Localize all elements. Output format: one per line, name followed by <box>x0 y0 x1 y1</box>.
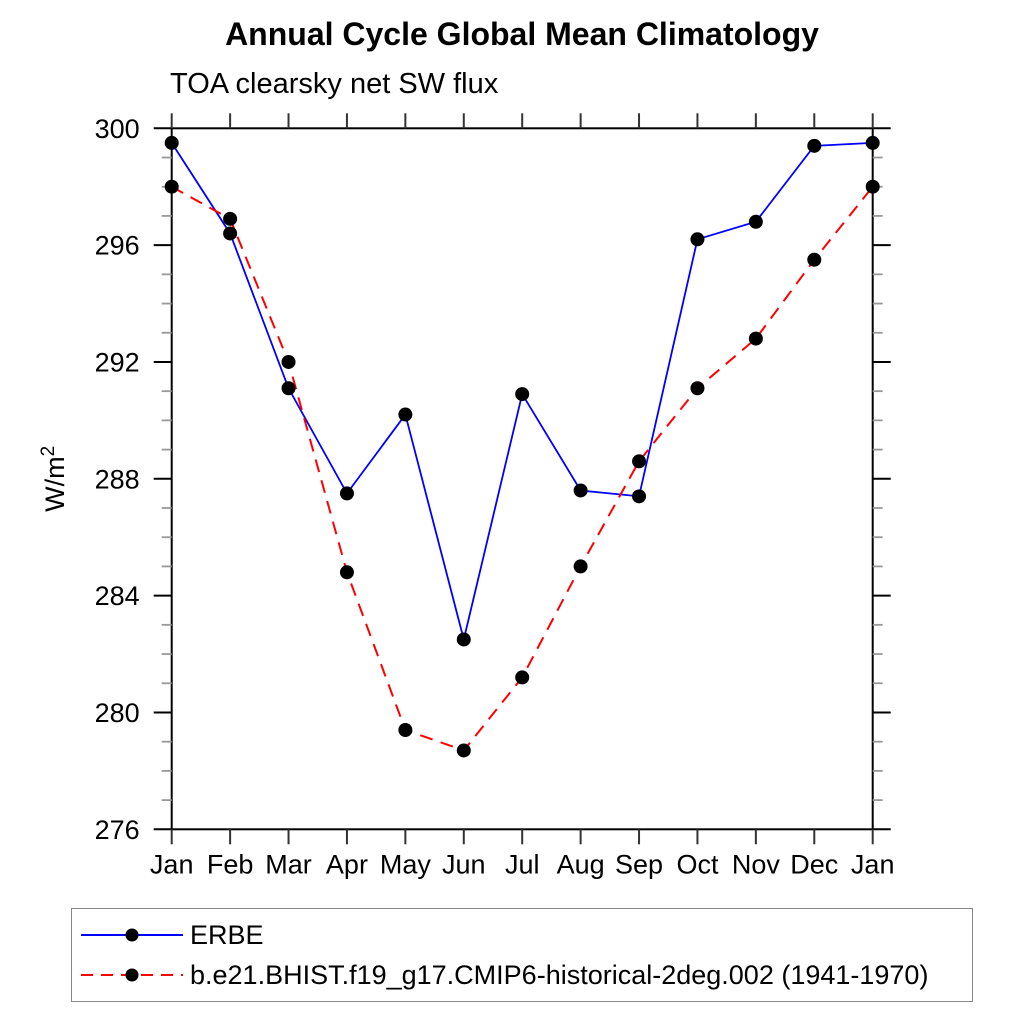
x-tick-label: Jan <box>851 849 895 879</box>
chart-title: Annual Cycle Global Mean Climatology <box>225 16 819 52</box>
data-point-marker <box>690 232 705 247</box>
data-point-marker <box>632 454 647 469</box>
data-point-marker <box>164 135 179 150</box>
legend-label-model: b.e21.BHIST.f19_g17.CMIP6-historical-2de… <box>190 959 929 990</box>
data-point-marker <box>456 632 471 647</box>
y-tick-label: 296 <box>95 231 140 261</box>
data-point-marker <box>573 559 588 574</box>
x-tick-label: Apr <box>326 849 368 879</box>
data-point-marker <box>223 211 238 226</box>
legend-box: ERBE b.e21.BHIST.f19_g17.CMIP6-historica… <box>71 908 973 1002</box>
legend-key-dashed-line-icon <box>81 968 183 982</box>
data-point-marker <box>573 483 588 498</box>
legend-label-erbe: ERBE <box>190 919 264 950</box>
x-tick-label: Aug <box>557 849 605 879</box>
data-point-marker <box>223 226 238 241</box>
y-tick-label: 288 <box>95 464 140 494</box>
x-tick-label: Mar <box>265 849 312 879</box>
y-tick-label: 280 <box>95 698 140 728</box>
x-tick-label: Jul <box>505 849 540 879</box>
y-tick-label: 276 <box>95 815 140 845</box>
data-point-marker <box>164 179 179 194</box>
series-line-1 <box>171 185 874 752</box>
y-tick-label: 284 <box>95 581 140 611</box>
data-point-marker <box>748 331 763 346</box>
x-tick-label: Nov <box>732 849 781 879</box>
x-tick-label: Dec <box>790 849 838 879</box>
data-point-marker <box>865 135 880 150</box>
data-point-marker <box>281 381 296 396</box>
x-tick-label: May <box>380 849 432 879</box>
data-point-marker <box>339 486 354 501</box>
data-point-marker <box>398 407 413 422</box>
data-point-marker <box>807 252 822 267</box>
data-point-marker <box>515 670 530 685</box>
data-point-marker <box>456 743 471 758</box>
legend-key-solid-line-icon <box>81 928 183 942</box>
data-point-marker <box>339 565 354 580</box>
y-tick-label: 292 <box>95 347 140 377</box>
y-axis-label: W/m2 <box>38 446 70 512</box>
data-point-marker <box>690 381 705 396</box>
data-point-marker <box>632 489 647 504</box>
data-point-marker <box>398 722 413 737</box>
x-tick-label: Jun <box>442 849 486 879</box>
data-point-marker <box>865 179 880 194</box>
x-tick-label: Feb <box>207 849 254 879</box>
data-point-marker <box>515 387 530 402</box>
legend-item-model: b.e21.BHIST.f19_g17.CMIP6-historical-2de… <box>78 960 972 990</box>
x-tick-label: Oct <box>676 849 719 879</box>
x-tick-label: Jan <box>150 849 194 879</box>
chart-subtitle: TOA clearsky net SW flux <box>170 68 499 100</box>
x-tick-label: Sep <box>615 849 663 879</box>
data-point-marker <box>281 354 296 369</box>
data-point-marker <box>807 138 822 153</box>
legend-item-erbe: ERBE <box>78 920 972 950</box>
data-point-marker <box>748 214 763 229</box>
y-tick-label: 300 <box>95 114 140 144</box>
